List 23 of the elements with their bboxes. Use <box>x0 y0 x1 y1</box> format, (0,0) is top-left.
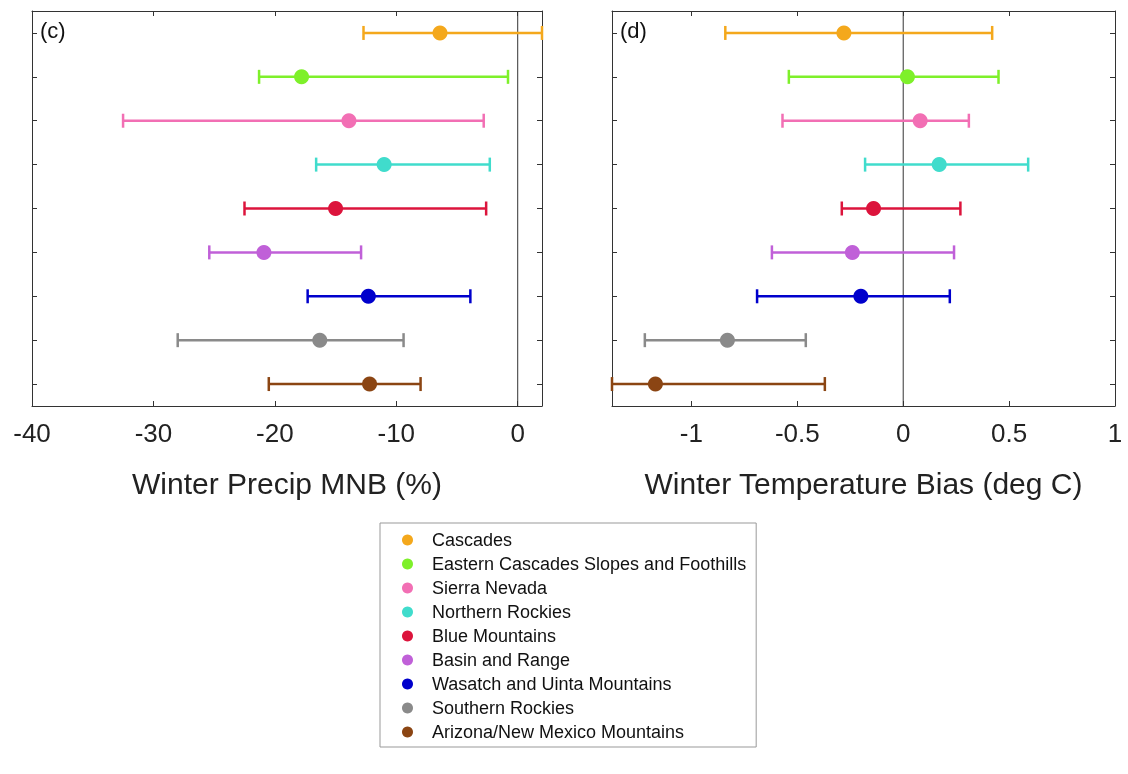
x-axis-title: Winter Precip MNB (%) <box>131 466 443 500</box>
legend-label: Northern Rockies <box>432 602 572 622</box>
legend-label: Arizona/New Mexico Mountains <box>432 722 685 742</box>
annotation: (d) <box>620 17 647 43</box>
x-tick-label: 0 <box>895 418 911 448</box>
x-tick-label: 1 <box>1107 418 1123 448</box>
x-tick-label: -0.5 <box>774 418 820 448</box>
x-tick-label: -20 <box>256 418 294 448</box>
x-tick-label: -1 <box>679 418 703 448</box>
legend-label: Wasatch and Uinta Mountains <box>432 674 672 694</box>
legend-label: Blue Mountains <box>432 626 557 646</box>
legend-label: Sierra Nevada <box>432 578 549 598</box>
x-axis-title: Winter Temperature Bias (deg C) <box>644 466 1083 500</box>
legend-label: Eastern Cascades Slopes and Foothills <box>432 554 747 574</box>
x-tick-label: 0.5 <box>991 418 1028 448</box>
annotation: (c) <box>40 17 66 43</box>
legend-label: Southern Rockies <box>432 698 575 718</box>
legend-label: Cascades <box>432 530 513 550</box>
x-tick-label: 0 <box>510 418 525 448</box>
x-tick-label: -40 <box>13 418 51 448</box>
x-tick-label: -10 <box>377 418 416 448</box>
legend-label: Basin and Range <box>432 650 571 670</box>
x-tick-label: -30 <box>134 418 173 448</box>
